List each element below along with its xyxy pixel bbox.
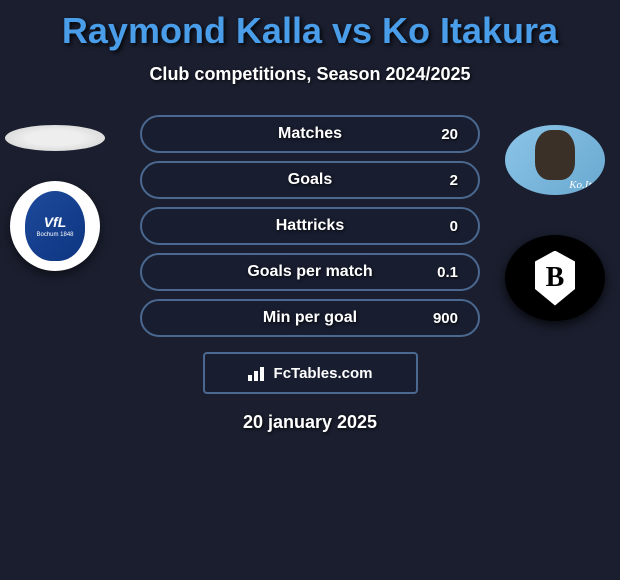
stat-row-goals: Goals 2 (140, 161, 480, 199)
stat-row-matches: Matches 20 (140, 115, 480, 153)
stat-row-min-per-goal: Min per goal 900 (140, 299, 480, 337)
bochum-badge-icon (25, 191, 85, 261)
stat-right-value: 0 (418, 218, 458, 235)
right-club-logo: B (505, 235, 605, 321)
right-player-photo (505, 125, 605, 195)
chart-bars-icon (248, 365, 268, 381)
stat-row-hattricks: Hattricks 0 (140, 207, 480, 245)
stat-label: Hattricks (202, 217, 418, 235)
left-player-column (5, 115, 105, 271)
stat-label: Goals per match (202, 263, 418, 281)
stat-row-goals-per-match: Goals per match 0.1 (140, 253, 480, 291)
stat-label: Min per goal (202, 309, 418, 327)
left-player-photo (5, 125, 105, 151)
date-label: 20 january 2025 (140, 412, 480, 433)
stat-right-value: 900 (418, 310, 458, 327)
brand-box: FcTables.com (203, 352, 418, 394)
left-club-logo (10, 181, 100, 271)
stat-right-value: 2 (418, 172, 458, 189)
stat-label: Goals (202, 171, 418, 189)
subtitle: Club competitions, Season 2024/2025 (0, 64, 620, 85)
page-title: Raymond Kalla vs Ko Itakura (0, 10, 620, 52)
right-player-column: B (505, 115, 605, 321)
stats-column: Matches 20 Goals 2 Hattricks 0 Goals per… (140, 115, 480, 433)
stat-right-value: 20 (418, 126, 458, 143)
gladbach-badge-icon: B (535, 251, 575, 306)
stat-label: Matches (202, 125, 418, 143)
brand-label: FcTables.com (274, 365, 373, 382)
stat-right-value: 0.1 (418, 264, 458, 281)
